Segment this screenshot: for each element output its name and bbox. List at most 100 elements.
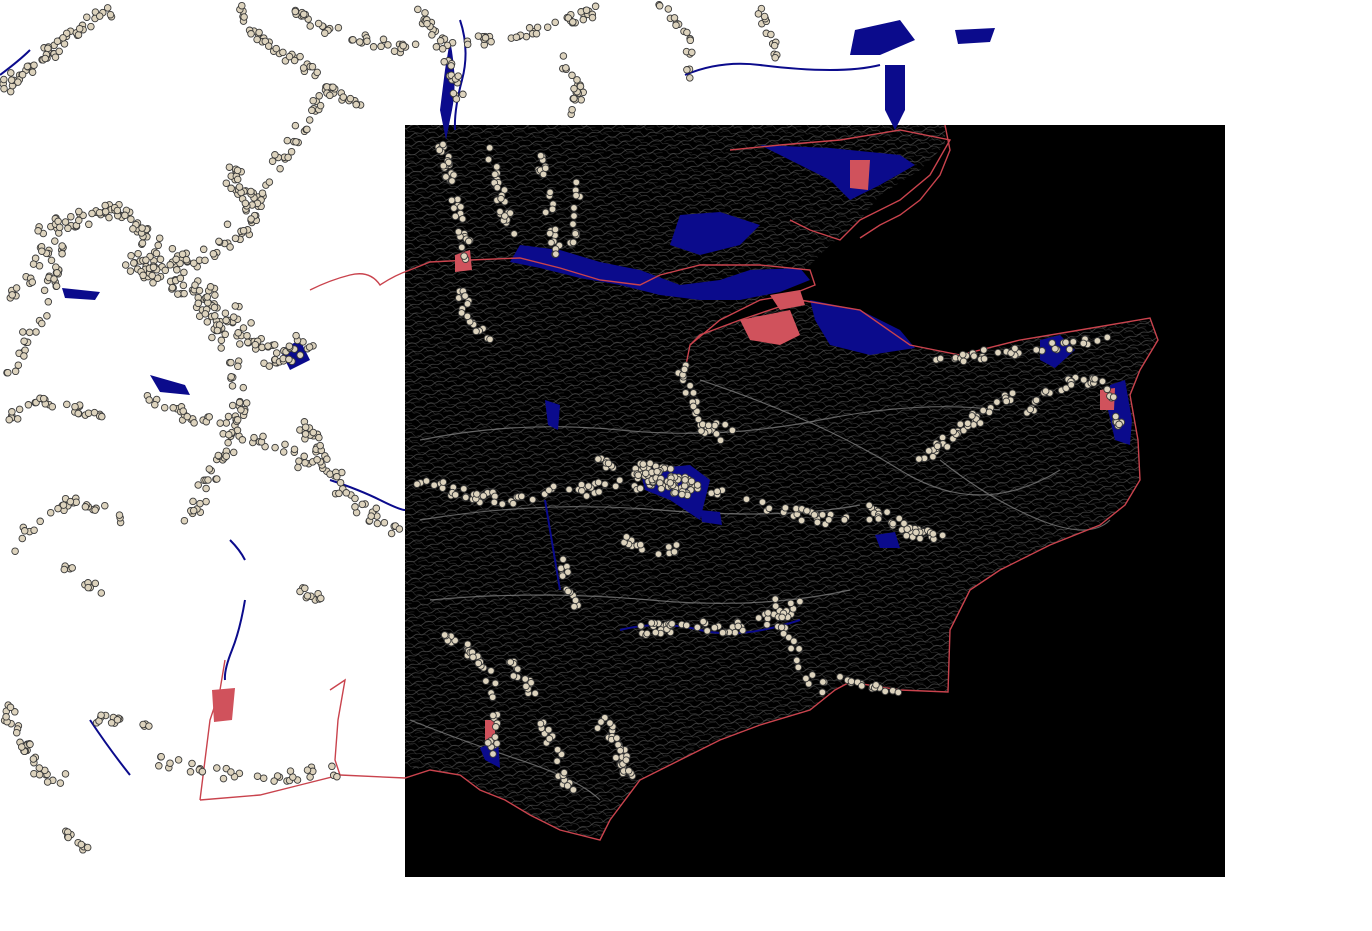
point-feature-marker	[487, 37, 495, 46]
point-feature-marker	[576, 82, 585, 91]
point-feature-marker	[145, 722, 153, 730]
point-feature-marker	[6, 703, 15, 712]
point-feature-marker	[342, 489, 351, 497]
point-feature-marker	[613, 734, 621, 742]
point-feature-marker	[126, 267, 135, 275]
point-feature-marker	[699, 617, 707, 626]
point-feature-marker	[339, 93, 348, 101]
point-feature-marker	[243, 331, 251, 340]
point-feature-marker	[265, 362, 274, 370]
point-feature-marker	[169, 404, 177, 412]
point-feature-marker	[95, 208, 104, 217]
point-feature-marker	[1041, 387, 1050, 395]
point-feature-marker	[903, 525, 911, 533]
point-feature-marker	[168, 283, 177, 292]
point-feature-marker	[155, 762, 163, 770]
point-feature-marker	[765, 504, 773, 513]
point-feature-marker	[215, 237, 223, 246]
point-feature-marker	[436, 37, 445, 45]
point-feature-marker	[75, 207, 83, 216]
point-feature-marker	[155, 234, 164, 242]
point-feature-marker	[279, 48, 287, 57]
point-feature-marker	[929, 530, 937, 538]
point-feature-marker	[39, 394, 48, 403]
point-feature-marker	[594, 478, 603, 487]
point-feature-marker	[127, 215, 135, 223]
point-feature-marker	[460, 485, 468, 493]
point-feature-marker	[35, 764, 44, 772]
point-feature-marker	[43, 778, 52, 786]
point-feature-marker	[174, 290, 182, 298]
point-feature-marker	[569, 220, 577, 228]
point-feature-marker	[490, 498, 499, 507]
point-feature-marker	[313, 455, 321, 464]
point-feature-marker	[13, 415, 22, 423]
point-feature-marker	[290, 445, 299, 454]
point-feature-marker	[414, 5, 422, 14]
point-feature-marker	[553, 757, 561, 765]
point-feature-marker	[186, 768, 195, 776]
point-feature-marker	[616, 746, 625, 755]
point-feature-marker	[213, 475, 221, 483]
point-feature-marker	[121, 211, 129, 220]
point-feature-marker	[636, 484, 645, 493]
point-feature-marker	[527, 678, 535, 687]
point-feature-marker	[551, 18, 559, 27]
point-feature-marker	[653, 467, 661, 476]
point-feature-marker	[204, 476, 212, 484]
point-feature-marker	[493, 739, 501, 748]
point-feature-marker	[686, 36, 695, 45]
point-feature-marker	[305, 116, 314, 124]
point-feature-marker	[976, 419, 985, 427]
point-feature-marker	[179, 407, 187, 415]
point-feature-marker	[1011, 344, 1019, 353]
point-feature-marker	[421, 9, 429, 17]
point-feature-marker	[156, 255, 165, 264]
point-feature-marker	[1098, 377, 1107, 386]
point-feature-marker	[129, 225, 137, 233]
point-feature-marker	[190, 419, 198, 427]
point-feature-marker	[201, 256, 209, 265]
point-feature-marker	[449, 89, 458, 98]
point-feature-marker	[936, 354, 945, 363]
point-feature-marker	[548, 205, 557, 213]
point-feature-marker	[578, 487, 586, 495]
point-feature-marker	[1062, 338, 1070, 347]
point-feature-marker	[189, 497, 197, 506]
point-feature-marker	[489, 750, 497, 758]
point-feature-marker	[316, 441, 324, 450]
point-feature-marker	[818, 688, 827, 697]
point-feature-marker	[985, 408, 994, 417]
point-feature-marker	[48, 402, 57, 411]
point-feature-marker	[145, 396, 153, 404]
point-feature-marker	[194, 481, 202, 489]
point-feature-marker	[2, 713, 10, 721]
point-feature-marker	[570, 602, 578, 611]
point-feature-marker	[651, 628, 660, 637]
point-feature-marker	[30, 61, 38, 69]
point-feature-marker	[654, 550, 663, 558]
point-feature-marker	[536, 151, 545, 160]
point-feature-marker	[760, 12, 769, 21]
point-feature-marker	[183, 412, 191, 421]
point-feature-marker	[231, 302, 240, 310]
point-feature-marker	[509, 672, 518, 680]
point-feature-marker	[58, 242, 66, 250]
point-feature-marker	[60, 565, 69, 574]
point-feature-marker	[101, 501, 109, 510]
point-feature-marker	[224, 412, 233, 421]
point-feature-marker	[127, 251, 135, 260]
point-feature-marker	[683, 28, 691, 37]
point-feature-marker	[497, 194, 505, 203]
point-feature-marker	[547, 238, 555, 247]
point-feature-marker	[240, 13, 248, 21]
point-feature-marker	[790, 637, 798, 645]
point-feature-marker	[929, 452, 937, 461]
point-feature-marker	[712, 430, 721, 438]
point-feature-marker	[771, 53, 779, 62]
point-feature-marker	[517, 492, 526, 501]
point-feature-marker	[195, 286, 204, 295]
point-feature-marker	[949, 427, 958, 436]
point-feature-marker	[573, 76, 581, 84]
